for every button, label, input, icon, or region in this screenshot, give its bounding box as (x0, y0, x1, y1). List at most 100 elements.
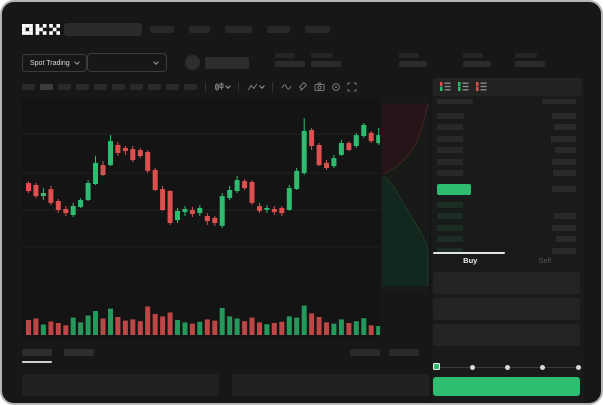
camera-icon (314, 82, 325, 91)
last-price-badge[interactable] (437, 183, 471, 195)
timeframe-button[interactable] (184, 84, 197, 90)
fullscreen-button[interactable] (347, 82, 357, 92)
chevron-down-icon (153, 58, 159, 65)
nav-items (150, 26, 345, 33)
timeframe-button[interactable] (112, 84, 125, 90)
amount-placeholder (552, 224, 576, 231)
price-placeholder (437, 147, 463, 154)
stat-label-placeholder (515, 53, 537, 58)
ask-row[interactable] (437, 156, 576, 168)
amount-placeholder (555, 147, 576, 154)
ask-row[interactable] (437, 110, 576, 122)
amount-placeholder (552, 158, 576, 165)
nav-item[interactable] (150, 26, 174, 33)
ticker-stats (275, 53, 545, 67)
order-input-field[interactable] (433, 272, 580, 294)
depth-chart[interactable] (382, 98, 430, 291)
pair-selector-dropdown[interactable] (87, 53, 167, 72)
chart-area (22, 98, 430, 338)
timeframe-button[interactable] (40, 84, 53, 90)
bid-row[interactable] (437, 234, 576, 246)
bottom-action-placeholder[interactable] (350, 349, 380, 356)
candlestick-chart[interactable] (22, 98, 380, 338)
ticker-stat (515, 53, 545, 67)
active-tab-indicator (433, 252, 505, 254)
order-input-field[interactable] (433, 298, 580, 320)
ask-row[interactable] (437, 133, 576, 145)
bid-row[interactable] (437, 199, 576, 211)
price-placeholder (437, 124, 463, 131)
stat-value-placeholder (311, 61, 341, 67)
bottom-action-placeholder[interactable] (389, 349, 419, 356)
stat-label-placeholder (399, 53, 419, 58)
ask-row[interactable] (437, 168, 576, 180)
timeframe-button[interactable] (22, 84, 35, 90)
line-tool-button[interactable] (281, 82, 292, 92)
slider-stop[interactable] (469, 365, 475, 370)
nav-item[interactable] (189, 26, 210, 33)
candle-type-button[interactable] (214, 82, 231, 92)
bottom-tab[interactable] (22, 349, 52, 356)
timeframe-button[interactable] (130, 84, 143, 90)
screenshot-button[interactable] (314, 82, 325, 92)
price-placeholder (437, 224, 463, 231)
search-input[interactable] (64, 23, 142, 36)
okx-logo[interactable] (22, 24, 60, 35)
slider-stop[interactable] (505, 365, 510, 370)
price-placeholder (437, 135, 463, 142)
buy-submit-button[interactable] (433, 377, 580, 396)
bottom-panel-placeholder (232, 374, 430, 396)
timeframe-button[interactable] (94, 84, 107, 90)
tab-buy[interactable]: Buy (463, 256, 478, 265)
instrument-bar: Spot Trading (2, 46, 601, 78)
stat-value-placeholder (515, 61, 545, 67)
orderbook-toolbar (433, 78, 582, 96)
book-both-icon[interactable] (440, 78, 451, 96)
timeframe-button[interactable] (148, 84, 161, 90)
price-placeholder (437, 158, 463, 165)
price-placeholder (437, 247, 463, 254)
nav-item[interactable] (305, 26, 330, 33)
bottom-tab[interactable] (64, 349, 94, 356)
timeframe-button[interactable] (76, 84, 89, 90)
indicators-icon (247, 83, 258, 91)
price-placeholder (437, 112, 464, 119)
timeframe-button[interactable] (58, 84, 71, 90)
indicators-button[interactable] (247, 82, 265, 92)
bid-row[interactable] (437, 222, 576, 234)
market-type-dropdown[interactable]: Spot Trading (22, 54, 87, 72)
settings-button[interactable] (331, 82, 341, 92)
order-inputs (433, 272, 580, 346)
amount-placeholder (552, 247, 576, 254)
book-bids-icon[interactable] (458, 78, 469, 96)
order-input-field[interactable] (433, 324, 580, 346)
stat-value-placeholder (399, 61, 427, 67)
amount-placeholder (553, 170, 576, 177)
book-asks-icon[interactable] (476, 78, 487, 96)
tab-sell[interactable]: Sell (538, 256, 551, 265)
amount-placeholder (552, 112, 576, 119)
price-placeholder (437, 236, 463, 243)
ask-row[interactable] (437, 122, 576, 134)
nav-item[interactable] (267, 26, 290, 33)
timeframe-button[interactable] (166, 84, 179, 90)
last-price-row (437, 182, 576, 196)
slider-stop[interactable] (540, 365, 546, 370)
draw-tool-button[interactable] (298, 82, 308, 92)
price-column-header (437, 99, 473, 104)
bid-row[interactable] (437, 245, 576, 257)
timeframe-buttons (22, 84, 197, 90)
trade-tabs: Buy Sell (433, 252, 582, 270)
ask-row[interactable] (437, 145, 576, 157)
slider-stop[interactable] (575, 365, 581, 370)
stat-value-placeholder (275, 61, 305, 67)
slider-handle[interactable] (433, 363, 440, 370)
bid-row[interactable] (437, 211, 576, 223)
coin-icon (185, 55, 200, 70)
ticker-stat (463, 53, 491, 67)
price-placeholder (437, 170, 463, 177)
amount-column-header (542, 99, 576, 104)
nav-item[interactable] (225, 26, 252, 33)
bid-rows (437, 199, 576, 257)
